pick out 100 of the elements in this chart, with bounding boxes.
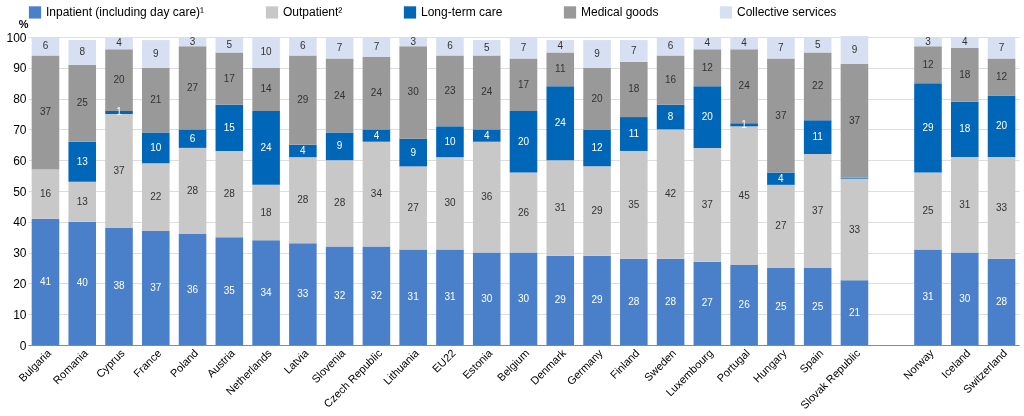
bar (840, 63, 869, 178)
bar (472, 129, 501, 142)
y-tick-label: 90 (13, 61, 27, 76)
bar (436, 126, 464, 158)
data-label: 4 (704, 37, 711, 49)
data-label: 36 (186, 283, 199, 295)
bar (509, 252, 538, 345)
bar (399, 249, 427, 345)
bar (252, 110, 280, 185)
bar (252, 184, 280, 241)
data-label: 11 (628, 128, 640, 140)
data-label: 5 (814, 38, 821, 50)
bar (436, 37, 464, 56)
legend-label: Medical goods (581, 5, 659, 20)
data-label: 3 (189, 35, 196, 47)
data-label: 40 (76, 277, 89, 289)
data-label: 32 (334, 289, 346, 301)
y-tick-label: 70 (13, 122, 27, 137)
data-label: 29 (591, 294, 604, 306)
data-label: 30 (444, 197, 456, 209)
bar (436, 249, 464, 345)
bar (620, 150, 648, 259)
data-label: 30 (959, 292, 971, 304)
data-label: 7 (336, 41, 343, 53)
bar (546, 40, 575, 53)
data-label: 25 (922, 205, 934, 217)
data-label: 6 (189, 132, 196, 144)
data-label: 30 (407, 86, 420, 98)
bar (362, 57, 391, 130)
bar (31, 169, 60, 219)
bar (68, 181, 97, 222)
bar (215, 52, 244, 105)
data-label: 1 (741, 118, 748, 130)
data-label: 6 (447, 40, 454, 52)
bar (68, 141, 97, 182)
bar (399, 138, 427, 167)
data-label: 9 (851, 43, 858, 55)
data-label: 9 (594, 47, 601, 59)
bar (105, 227, 133, 345)
data-label: 27 (701, 297, 714, 309)
bar (252, 240, 280, 345)
bar (509, 110, 538, 173)
data-label: 20 (701, 111, 714, 123)
bar (803, 268, 832, 345)
bar (620, 61, 648, 118)
data-label: 7 (631, 44, 638, 56)
data-label: 24 (481, 86, 493, 98)
bar (803, 154, 832, 268)
bar (583, 40, 611, 68)
data-label: 45 (738, 189, 751, 201)
data-label: 29 (554, 294, 567, 306)
bar (767, 172, 795, 185)
data-label: 27 (775, 220, 787, 232)
data-label: 31 (407, 291, 420, 303)
data-label: 27 (407, 201, 420, 213)
bar (767, 37, 795, 59)
data-label: 26 (517, 206, 530, 218)
bar (840, 36, 869, 64)
data-label: 13 (76, 195, 89, 207)
bar (141, 163, 170, 232)
bar (215, 104, 244, 151)
data-label: 28 (665, 295, 677, 307)
data-label: 28 (628, 295, 640, 307)
bar (803, 52, 832, 121)
bar (620, 258, 648, 345)
bar (767, 184, 795, 268)
data-label: 17 (517, 78, 530, 90)
data-label: 37 (39, 106, 52, 118)
data-label: 6 (300, 40, 307, 52)
bar (656, 104, 685, 130)
bar (656, 258, 685, 345)
legend-label: Collective services (737, 5, 837, 20)
bar (178, 129, 207, 148)
data-label: 28 (223, 188, 236, 200)
bar (68, 64, 97, 142)
data-label: 12 (922, 58, 934, 70)
data-label: 20 (591, 92, 604, 104)
data-label: 18 (959, 123, 971, 135)
data-label: 4 (373, 129, 380, 141)
data-label: 24 (738, 80, 751, 92)
data-label: 31 (444, 291, 456, 303)
data-label: 4 (116, 37, 123, 49)
data-label: 1 (116, 106, 123, 118)
data-label: 4 (741, 37, 748, 49)
bar (950, 47, 979, 102)
data-label: 10 (444, 135, 456, 147)
bar (31, 55, 60, 170)
bar (767, 268, 795, 345)
bar (252, 67, 280, 111)
data-label: 6 (667, 40, 674, 52)
bar (215, 150, 244, 238)
data-label: 8 (79, 46, 86, 58)
bar (950, 252, 979, 345)
y-tick-label: 20 (13, 276, 27, 291)
bar (656, 55, 685, 105)
bar (803, 120, 832, 155)
data-label: 20 (517, 135, 530, 147)
bar (68, 40, 97, 65)
data-label: 31 (554, 201, 567, 213)
data-label: 25 (775, 300, 787, 312)
